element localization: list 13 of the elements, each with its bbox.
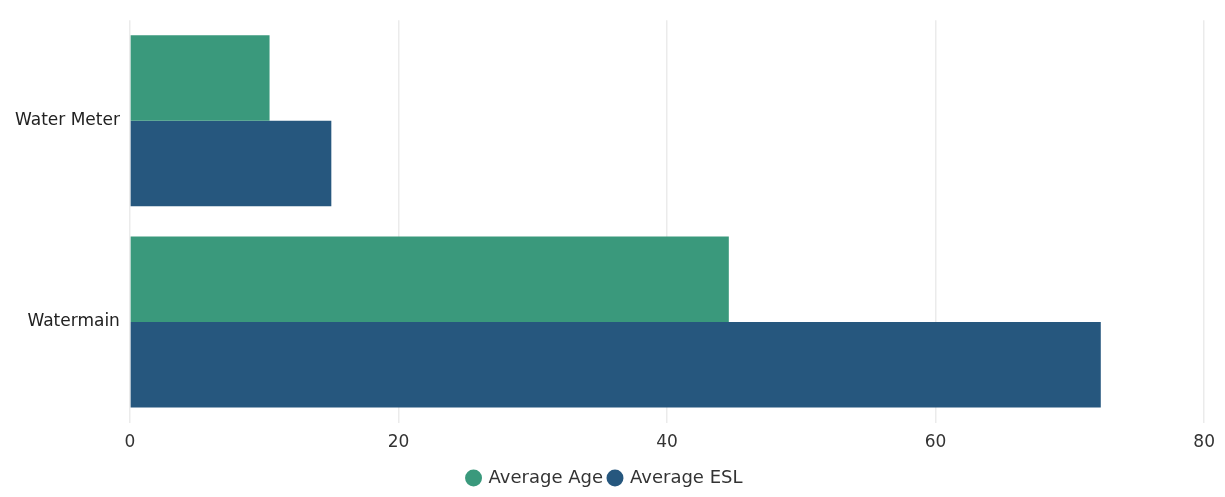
x-tick-label: 60 [924, 431, 947, 452]
bar [130, 322, 1101, 408]
y-tick-label: Water Meter [14, 109, 120, 130]
bar [130, 120, 332, 207]
bar [130, 236, 729, 322]
x-tick-label: 0 [124, 431, 136, 452]
y-tick-label: Watermain [27, 310, 120, 331]
x-tick-label: 40 [656, 431, 678, 452]
legend-label: Average ESL [629, 465, 743, 487]
legend-label: Average Age [488, 465, 603, 487]
bar [130, 35, 270, 121]
x-tick-label: 80 [1193, 431, 1215, 452]
x-tick-label: 20 [387, 431, 410, 452]
